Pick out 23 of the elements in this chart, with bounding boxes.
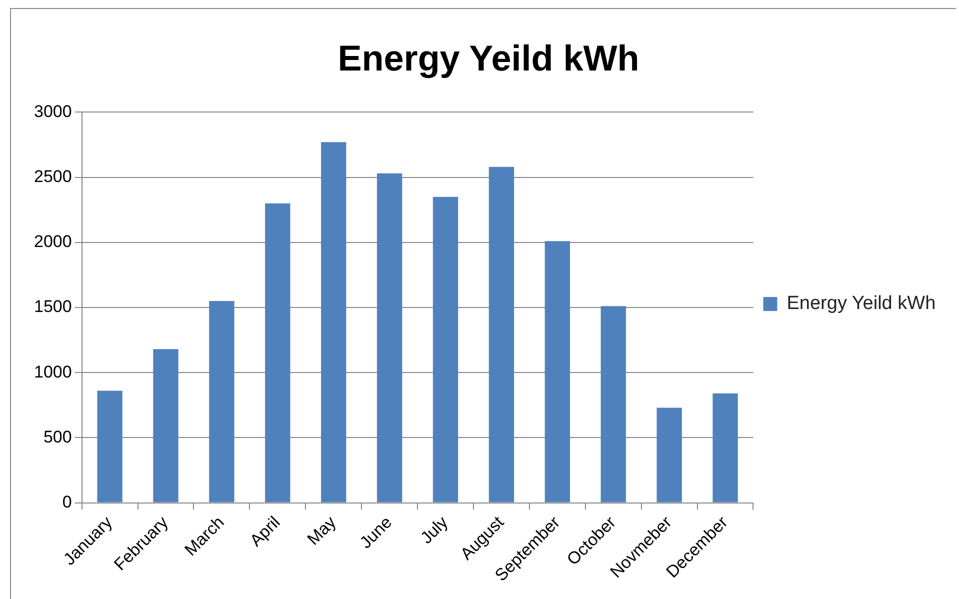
- y-tick-label: 0: [62, 492, 72, 512]
- bar: [432, 196, 458, 502]
- bar: [544, 241, 570, 502]
- y-tick-label: 1000: [34, 362, 72, 382]
- chart-title: Energy Yeild kWh: [338, 38, 640, 79]
- x-tick-label: May: [304, 512, 340, 549]
- bar: [376, 173, 402, 502]
- y-tick-label: 1500: [34, 297, 72, 316]
- bar: [712, 393, 738, 502]
- bar: [97, 390, 122, 502]
- x-tick-label: July: [416, 512, 452, 548]
- bar: [153, 349, 178, 502]
- y-tick-label: 2000: [34, 232, 72, 252]
- bar: [265, 203, 290, 502]
- bar: [488, 166, 514, 502]
- legend-label: Energy Yeild kWh: [786, 293, 936, 314]
- y-tick-label: 500: [43, 427, 72, 446]
- bar: [321, 142, 346, 502]
- bar: [209, 300, 234, 502]
- bar: [656, 408, 682, 502]
- y-tick-label: 3000: [34, 102, 72, 121]
- y-tick-label: 2500: [34, 166, 72, 186]
- bar: [600, 306, 626, 502]
